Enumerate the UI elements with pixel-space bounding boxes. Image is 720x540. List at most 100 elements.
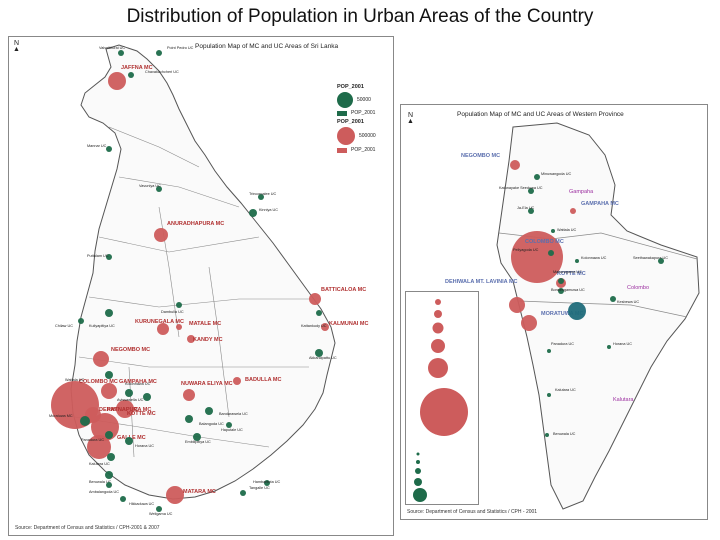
uc-label-kolonnawa-uc: Kolonnawa UC <box>125 382 151 386</box>
mc-circle-negombo-mc <box>93 351 109 367</box>
uc-circle-ja-ela-uc <box>528 208 534 214</box>
uc-label-minuwangoda-uc: Minuwangoda UC <box>541 172 571 176</box>
legend-mc-circle-4 <box>431 339 445 353</box>
mc-circle-kandy-mc <box>187 335 195 343</box>
uc-label-kesbewa-uc: Kesbewa UC <box>617 300 639 304</box>
uc-label-beruwala-uc: Beruwala UC <box>553 432 576 436</box>
uc-label-kinniya-uc: Kinniya UC <box>259 208 278 212</box>
uc-label-mannar-uc: Mannar UC <box>87 144 107 148</box>
uc-label-haputale-uc: Haputale UC <box>221 428 243 432</box>
uc-circle-panadura-uc <box>105 431 113 439</box>
mc-circle-anuradhapura-mc <box>154 228 168 242</box>
mc-label-jaffna-mc: JAFFNA MC <box>121 65 153 71</box>
uc-label-katunayake-seeduwa-uc: Katunayake Seeduwa UC <box>499 186 543 190</box>
uc-label-vavuniya-uc: Vavuniya UC <box>139 184 161 188</box>
mc-label-kalmunai-mc: KALMUNAI MC <box>329 321 368 327</box>
uc-circle-hikkaduwa-uc <box>120 496 126 502</box>
uc-circle-beruwala-uc <box>105 471 113 479</box>
mc-label-anuradhapura-mc: ANURADHAPURA MC <box>167 221 224 227</box>
legend-uc-circle: 50000 <box>357 97 371 103</box>
sri-lanka-map-panel: JAFFNA MC ANURADHAPURA MC BATTICALOA MC KUR… <box>8 36 394 536</box>
uc-circle-wattala-uc <box>551 229 555 233</box>
slide-title: Distribution of Population in Urban Area… <box>126 6 594 27</box>
map2-title: Population Map of MC and UC Areas of Wes… <box>457 111 624 118</box>
uc-label-avissawella-uc: Avissawella UC <box>117 398 144 402</box>
uc-label-balangoda-uc: Balangoda UC <box>199 422 224 426</box>
mc-label-kurunegala-mc: KURUNEGALA MC <box>135 319 184 325</box>
uc-circle-swatch <box>337 92 353 108</box>
mc-label-nuwara-eliya-mc: NUWARA ELIYA MC <box>181 381 233 387</box>
uc-label-kalutara-uc: Kalutara UC <box>555 388 576 392</box>
uc-circle-chavakachcheri-uc <box>128 72 134 78</box>
mc-label-badulla-mc: BADULLA MC <box>245 377 281 383</box>
sri-lanka-outline <box>70 44 336 500</box>
uc-label-bandarawela-uc: Bandarawela UC <box>219 412 248 416</box>
uc-circle-avissawella-uc <box>143 393 151 401</box>
uc-circle-mannar-uc <box>106 146 112 152</box>
uc-circle-kattankudy-uc <box>316 310 322 316</box>
district-boundaries <box>74 126 309 458</box>
uc-circle-moratuwa-mc <box>80 416 90 426</box>
western-province-map-panel: NEGOMBO MC GAMPAHA MC COLOMBO MC KOTTE MC DE… <box>400 104 708 520</box>
legend-uc-circle-4 <box>414 478 422 486</box>
uc-label-dambulla-uc: Dambulla UC <box>161 310 184 314</box>
uc-label-embilipitiya-uc: Embilipitiya UC <box>185 440 211 444</box>
uc-label-kuliyapitiya-uc: Kuliyapitiya UC <box>89 324 115 328</box>
legend-mc-circle-1 <box>435 299 441 305</box>
uc-circle-seethawakapura-uc <box>658 258 664 264</box>
legend-uc-title: POP_2001 <box>337 84 364 90</box>
uc-circle-hambantota-uc <box>264 480 270 486</box>
mc-label-kandy-mc: KANDY MC <box>193 337 223 343</box>
uc-circle-puttalam-uc <box>106 254 112 260</box>
uc-label-hikkaduwa-uc: Hikkaduwa UC <box>129 502 154 506</box>
north-arrow-icon: N ▲ <box>13 40 20 53</box>
uc-label-akkaraipattu-uc: Akkaraipattu UC <box>309 356 337 360</box>
uc-circle-kalutara-uc <box>107 453 115 461</box>
mc-circle-colombo-mc <box>511 231 563 283</box>
legend-uc-square: POP_2001 <box>351 110 376 116</box>
uc-label-chavakachcheri-uc: Chavakachcheri UC <box>145 70 179 74</box>
uc-circle-wattala-uc <box>105 371 113 379</box>
uc-circle-minuwangoda-uc <box>534 174 540 180</box>
mc-circle-moratuwa-mc <box>521 315 537 331</box>
mc-label-gampaha-mc: GAMPAHA MC <box>119 379 157 385</box>
uc-label-ja-ela-uc: Ja-Ela UC <box>517 206 535 210</box>
uc-circle-embilipitiya-uc <box>193 433 201 441</box>
legend-symbols <box>413 299 468 502</box>
uc-circle-kinniya-uc <box>249 209 257 217</box>
legend-uc-circle-3 <box>415 468 421 474</box>
legend-mc-circle-3 <box>432 322 444 334</box>
uc-circle-maharagama-uc <box>558 278 564 284</box>
mc-circle-nuwara-eliya-mc <box>183 389 195 401</box>
mc-label-colombo-mc: COLOMBO MC <box>79 379 118 385</box>
western-province-outline <box>496 122 700 510</box>
uc-circle-boralesgamuwa-uc <box>558 288 564 294</box>
mc-label-ratnapura-mc: RATNAPURA MC <box>107 407 151 413</box>
uc-circle-akkaraipattu-uc <box>315 349 323 357</box>
mc-circle-gampaha-mc <box>101 383 117 399</box>
map2-source: Source: Department of Census and Statist… <box>407 509 538 515</box>
north-label-2: N <box>407 112 413 119</box>
mc-label-negombo-mc: NEGOMBO MC <box>461 153 500 159</box>
uc-label-moratuwa-mc: Moratuwa MC <box>49 414 73 418</box>
uc-label-panadura-uc: Panadura UC <box>81 438 104 442</box>
mc-circle-badulla-mc <box>233 377 241 385</box>
uc-circle-katunayake-seeduwa-uc <box>528 188 534 194</box>
map2-legend-inset <box>405 291 479 505</box>
uc-label-seethawakapura-uc: Seethawakapura UC <box>633 256 668 260</box>
mc-circle-kotte-mc <box>116 400 134 418</box>
legend-mc-circle-2 <box>434 310 442 318</box>
uc-label-boralesgamuwa-uc: Boralesgamuwa UC <box>551 288 585 292</box>
mc-circle-galle-mc <box>87 435 111 459</box>
mc-label-moratuwa-mc: MORATUWA MC <box>541 311 583 317</box>
mc-square-swatch <box>337 147 347 153</box>
mc-circle-matara-mc <box>166 486 184 504</box>
district-label-gampaha: Gampaha <box>569 189 594 195</box>
uc-circle-trincomalee-uc <box>258 194 264 200</box>
legend-mc-circle-6 <box>420 388 468 436</box>
uc-circle-dambulla-uc <box>176 302 182 308</box>
map1-legend: POP_2001 50000 POP_2001 POP_2001 500000 … <box>337 81 376 155</box>
mc-circle-negombo-mc <box>510 160 520 170</box>
mc-circle-kurunegala-mc <box>157 323 169 335</box>
mc-label-dehiwala-mt-lavinia-mc: DEHIWALA MT. LAVINIA MC <box>445 279 518 285</box>
